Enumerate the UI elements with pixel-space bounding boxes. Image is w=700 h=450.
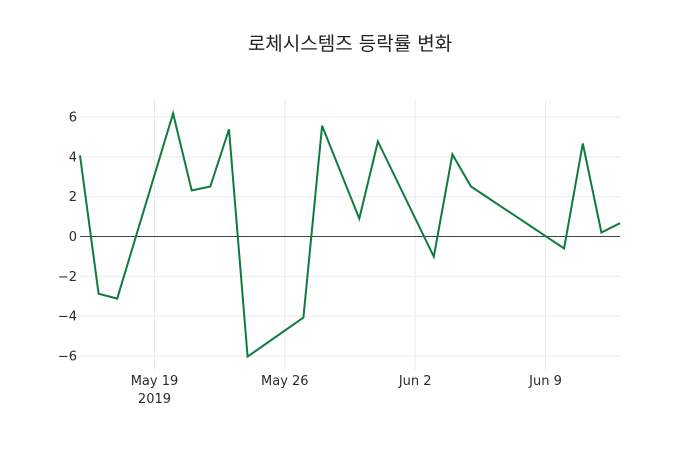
chart-title: 로체시스템즈 등락률 변화 <box>247 33 453 55</box>
x-axis-tick-labels: May 19 2019 May 26 Jun 2 Jun 9 <box>131 374 562 407</box>
y-tick-label: 2 <box>69 190 77 205</box>
y-tick-label: −6 <box>58 350 77 365</box>
y-gridlines <box>80 116 620 357</box>
y-axis-tick-labels: 6 4 2 0 −2 −4 −6 <box>58 111 77 365</box>
series-line <box>79 109 621 359</box>
y-tick-label: 0 <box>69 230 77 245</box>
x-tick-label: May 19 <box>131 374 179 389</box>
y-tick-label: −4 <box>58 310 77 325</box>
x-gridlines <box>153 100 547 370</box>
x-tick-label: Jun 9 <box>528 374 562 389</box>
y-tick-label: −2 <box>58 270 77 285</box>
y-tick-label: 4 <box>69 150 77 165</box>
x-tick-label: Jun 2 <box>398 374 432 389</box>
x-tick-sublabel: 2019 <box>138 392 171 407</box>
y-tick-label: 6 <box>69 111 77 126</box>
x-tick-label: May 26 <box>261 374 309 389</box>
